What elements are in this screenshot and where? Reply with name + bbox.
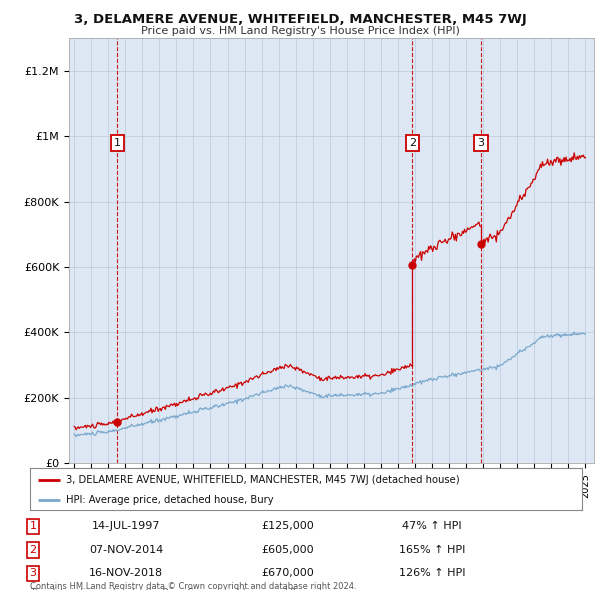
Text: Price paid vs. HM Land Registry's House Price Index (HPI): Price paid vs. HM Land Registry's House …	[140, 26, 460, 36]
Text: 2: 2	[409, 138, 416, 148]
Text: 1: 1	[29, 522, 37, 531]
Text: HPI: Average price, detached house, Bury: HPI: Average price, detached house, Bury	[66, 495, 274, 504]
Text: Contains HM Land Registry data © Crown copyright and database right 2024.: Contains HM Land Registry data © Crown c…	[30, 582, 356, 590]
Text: 47% ↑ HPI: 47% ↑ HPI	[402, 522, 462, 531]
Text: 165% ↑ HPI: 165% ↑ HPI	[399, 545, 465, 555]
Text: 14-JUL-1997: 14-JUL-1997	[92, 522, 160, 531]
Text: 2: 2	[29, 545, 37, 555]
Text: 16-NOV-2018: 16-NOV-2018	[89, 569, 163, 578]
Text: £605,000: £605,000	[262, 545, 314, 555]
Text: £670,000: £670,000	[262, 569, 314, 578]
Text: 07-NOV-2014: 07-NOV-2014	[89, 545, 163, 555]
Text: 3: 3	[29, 569, 37, 578]
Text: £125,000: £125,000	[262, 522, 314, 531]
Text: 3, DELAMERE AVENUE, WHITEFIELD, MANCHESTER, M45 7WJ (detached house): 3, DELAMERE AVENUE, WHITEFIELD, MANCHEST…	[66, 475, 460, 485]
Text: This data is licensed under the Open Government Licence v3.0.: This data is licensed under the Open Gov…	[30, 588, 298, 590]
Text: 126% ↑ HPI: 126% ↑ HPI	[399, 569, 465, 578]
Text: 1: 1	[114, 138, 121, 148]
Text: 3, DELAMERE AVENUE, WHITEFIELD, MANCHESTER, M45 7WJ: 3, DELAMERE AVENUE, WHITEFIELD, MANCHEST…	[74, 13, 526, 26]
Text: 3: 3	[478, 138, 485, 148]
